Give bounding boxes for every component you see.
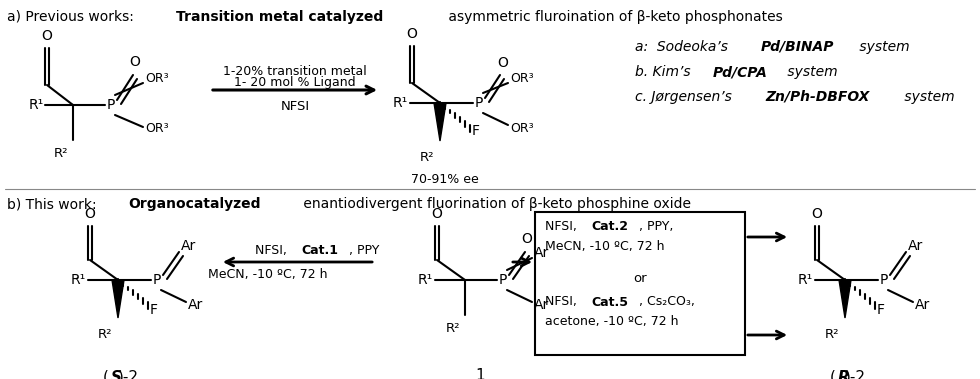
Text: R¹: R¹ (392, 96, 408, 110)
Text: R¹: R¹ (417, 273, 432, 287)
Text: Ar: Ar (534, 246, 549, 260)
Text: Ar: Ar (181, 239, 196, 253)
Text: O: O (498, 56, 509, 70)
Text: NFSI,: NFSI, (545, 220, 581, 233)
Text: O: O (431, 207, 442, 221)
Text: S: S (111, 370, 122, 379)
Polygon shape (839, 280, 851, 318)
Text: OR³: OR³ (145, 122, 169, 136)
Text: asymmetric fluroination of β-keto phosphonates: asymmetric fluroination of β-keto phosph… (444, 10, 782, 24)
Text: , PPY: , PPY (349, 244, 379, 257)
Text: Cat.5: Cat.5 (591, 296, 628, 309)
Text: c. Jørgensen’s: c. Jørgensen’s (635, 90, 736, 104)
Text: )-2: )-2 (118, 370, 139, 379)
Text: (: ( (103, 370, 109, 379)
Text: P: P (499, 273, 508, 287)
Text: P: P (107, 98, 116, 112)
Text: b) This work:: b) This work: (7, 197, 101, 211)
Text: Organocatalyzed: Organocatalyzed (128, 197, 261, 211)
Text: MeCN, -10 ºC, 72 h: MeCN, -10 ºC, 72 h (545, 240, 664, 253)
Text: P: P (475, 96, 483, 110)
Text: O: O (407, 27, 417, 41)
Text: system: system (901, 90, 955, 104)
Text: R²: R² (54, 147, 68, 160)
Text: system: system (783, 65, 838, 79)
Text: R¹: R¹ (798, 273, 812, 287)
Text: O: O (41, 29, 53, 43)
Text: OR³: OR³ (510, 72, 534, 85)
Text: 1-20% transition metal: 1-20% transition metal (223, 65, 367, 78)
Text: Zn/Ph-DBFOX: Zn/Ph-DBFOX (765, 90, 870, 104)
Text: O: O (811, 207, 822, 221)
Text: )-2: )-2 (845, 370, 866, 379)
Text: 70-91% ee: 70-91% ee (412, 173, 479, 186)
Text: R¹: R¹ (28, 98, 44, 112)
Text: Ar: Ar (188, 298, 203, 312)
Text: Ar: Ar (908, 239, 923, 253)
Text: a:  Sodeoka’s: a: Sodeoka’s (635, 40, 732, 54)
Text: , PPY,: , PPY, (639, 220, 673, 233)
Text: enantiodivergent fluorination of β-keto phosphine oxide: enantiodivergent fluorination of β-keto … (299, 197, 691, 211)
Text: NFSI: NFSI (280, 100, 310, 113)
Text: NFSI,: NFSI, (255, 244, 291, 257)
Text: R¹: R¹ (71, 273, 85, 287)
Text: P: P (880, 273, 889, 287)
Text: O: O (84, 207, 95, 221)
Text: R²: R² (419, 151, 434, 164)
Text: 1: 1 (475, 368, 485, 379)
Text: Cat.2: Cat.2 (591, 220, 628, 233)
Text: F: F (877, 303, 885, 317)
Text: 1- 20 mol % Ligand: 1- 20 mol % Ligand (234, 76, 356, 89)
Text: NFSI,: NFSI, (545, 296, 581, 309)
Text: a) Previous works:: a) Previous works: (7, 10, 138, 24)
Text: R: R (838, 370, 850, 379)
Bar (535, 212, 745, 355)
Text: Ar: Ar (534, 298, 549, 312)
Text: R²: R² (97, 328, 112, 341)
Text: Cat.1: Cat.1 (301, 244, 338, 257)
Text: Pd/BINAP: Pd/BINAP (760, 40, 834, 54)
Text: F: F (472, 124, 480, 138)
Text: acetone, -10 ºC, 72 h: acetone, -10 ºC, 72 h (545, 315, 678, 329)
Text: , Cs₂CO₃,: , Cs₂CO₃, (639, 296, 695, 309)
Text: R²: R² (824, 328, 839, 341)
Text: F: F (150, 303, 158, 317)
Text: OR³: OR³ (145, 72, 169, 85)
Text: O: O (129, 55, 140, 69)
Text: R²: R² (446, 322, 460, 335)
Text: system: system (856, 40, 910, 54)
Text: b. Kim’s: b. Kim’s (635, 65, 695, 79)
Text: (: ( (830, 370, 836, 379)
Polygon shape (434, 103, 446, 141)
Text: P: P (153, 273, 162, 287)
Text: or: or (633, 272, 647, 285)
Polygon shape (112, 280, 124, 318)
Text: Transition metal catalyzed: Transition metal catalyzed (176, 10, 383, 24)
Text: Pd/CPA: Pd/CPA (712, 65, 767, 79)
Text: Ar: Ar (915, 298, 930, 312)
Text: MeCN, -10 ºC, 72 h: MeCN, -10 ºC, 72 h (208, 268, 327, 281)
Text: OR³: OR³ (510, 122, 534, 135)
Text: O: O (521, 232, 532, 246)
